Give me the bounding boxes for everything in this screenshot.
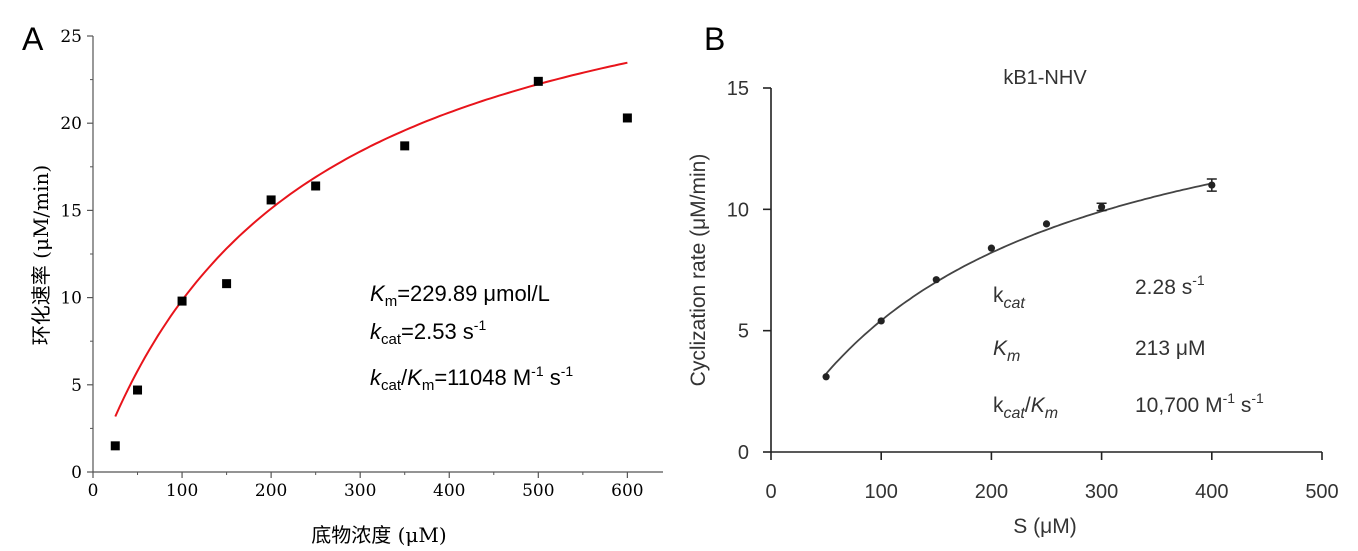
chart-a-x-tick-label: 100	[166, 481, 198, 501]
chart-b-x-tick-label: 500	[1305, 481, 1338, 503]
chart-a-x-tick-label: 500	[522, 481, 554, 501]
chart-a-y-tick-label: 10	[60, 289, 82, 309]
chart-b-param-value: 2.28 s-1	[1135, 272, 1205, 299]
chart-a-x-axis-label: 底物浓度 (μM)	[311, 523, 446, 547]
chart-a-annotation: kcat/Km=11048 M-1 s-1	[370, 363, 573, 394]
chart-b-param-name: kcat/Km	[993, 394, 1058, 422]
chart-b-y-axis-label: Cyclization rate (μM/min)	[687, 154, 710, 387]
chart-a-y-tick-label: 5	[71, 376, 82, 396]
chart-a-annotation: Km=229.89 μmol/L	[370, 281, 550, 310]
chart-a-y-tick-label: 25	[60, 27, 82, 47]
chart-b-x-axis-label: S (μM)	[1013, 515, 1076, 538]
chart-b-y-tick-label: 5	[738, 321, 749, 343]
chart-b-param-value: 213 μM	[1135, 337, 1205, 360]
chart-b-x-tick-label: 300	[1085, 481, 1118, 503]
chart-b-param-value: 10,700 M-1 s-1	[1135, 390, 1264, 417]
chart-a-data-point	[177, 296, 187, 306]
chart-a-data-point	[110, 441, 120, 451]
chart-a-data-point	[533, 76, 543, 86]
panel-label-a: A	[22, 21, 44, 57]
chart-b-x-tick-label: 200	[975, 481, 1008, 503]
chart-a-data-point	[266, 195, 276, 205]
chart-b-data-point	[1042, 220, 1051, 228]
chart-a-x-tick-label: 300	[344, 481, 376, 501]
chart-b-x-tick-label: 400	[1195, 481, 1228, 503]
chart-b-y-tick-label: 15	[727, 78, 749, 100]
chart-b-x-tick-label: 0	[765, 481, 776, 503]
chart-b-y-tick-label: 0	[738, 442, 749, 464]
chart-b-data-point	[932, 276, 940, 284]
chart-a-y-tick-label: 15	[60, 201, 82, 221]
chart-a-x-tick-label: 600	[611, 481, 643, 501]
chart-a-x-tick-label: 200	[255, 481, 287, 501]
chart-b: kB1-NHV 0 100 200 300 400 500 0 5 10 15 S (μM) Cy…	[687, 67, 1339, 538]
chart-a-data-point	[400, 141, 410, 151]
chart-a-fit-curve	[114, 61, 628, 417]
chart-a-data-point	[622, 113, 632, 123]
chart-b-data-point	[987, 244, 996, 252]
chart-a-kinetic-parameters: Km=229.89 μmol/L kcat=2.53 s-1 kcat/Km=110…	[370, 281, 573, 394]
panel-label-b: B	[704, 21, 725, 57]
chart-b-x-tick-label: 100	[865, 481, 898, 503]
chart-a-annotation: kcat=2.53 s-1	[370, 317, 486, 348]
chart-b-data-point	[1098, 203, 1106, 211]
chart-a-data-point	[222, 279, 232, 289]
chart-a-y-axis-label: 环化速率 (μM/min)	[29, 165, 53, 345]
chart-b-fit-curve	[825, 182, 1212, 375]
chart-b-param-name: Km	[993, 337, 1020, 365]
chart-b-data-point	[822, 373, 830, 381]
chart-b-y-tick-label: 10	[727, 199, 749, 221]
chart-b-data-point	[1208, 181, 1216, 189]
chart-b-title: kB1-NHV	[1003, 67, 1087, 89]
chart-b-data-point	[877, 317, 885, 325]
chart-a-x-tick-label: 0	[88, 481, 99, 501]
chart-a-x-tick-label: 400	[433, 481, 465, 501]
chart-a-data-point	[133, 385, 143, 395]
chart-b-param-name: kcat	[993, 284, 1025, 312]
chart-a-data-point	[311, 181, 321, 191]
chart-b-kinetic-parameters: kcat 2.28 s-1 Km 213 μM kcat/Km 10,700 M-1 s-…	[993, 272, 1264, 422]
chart-a-y-tick-label: 20	[60, 114, 82, 134]
chart-a-y-tick-label: 0	[71, 463, 82, 483]
